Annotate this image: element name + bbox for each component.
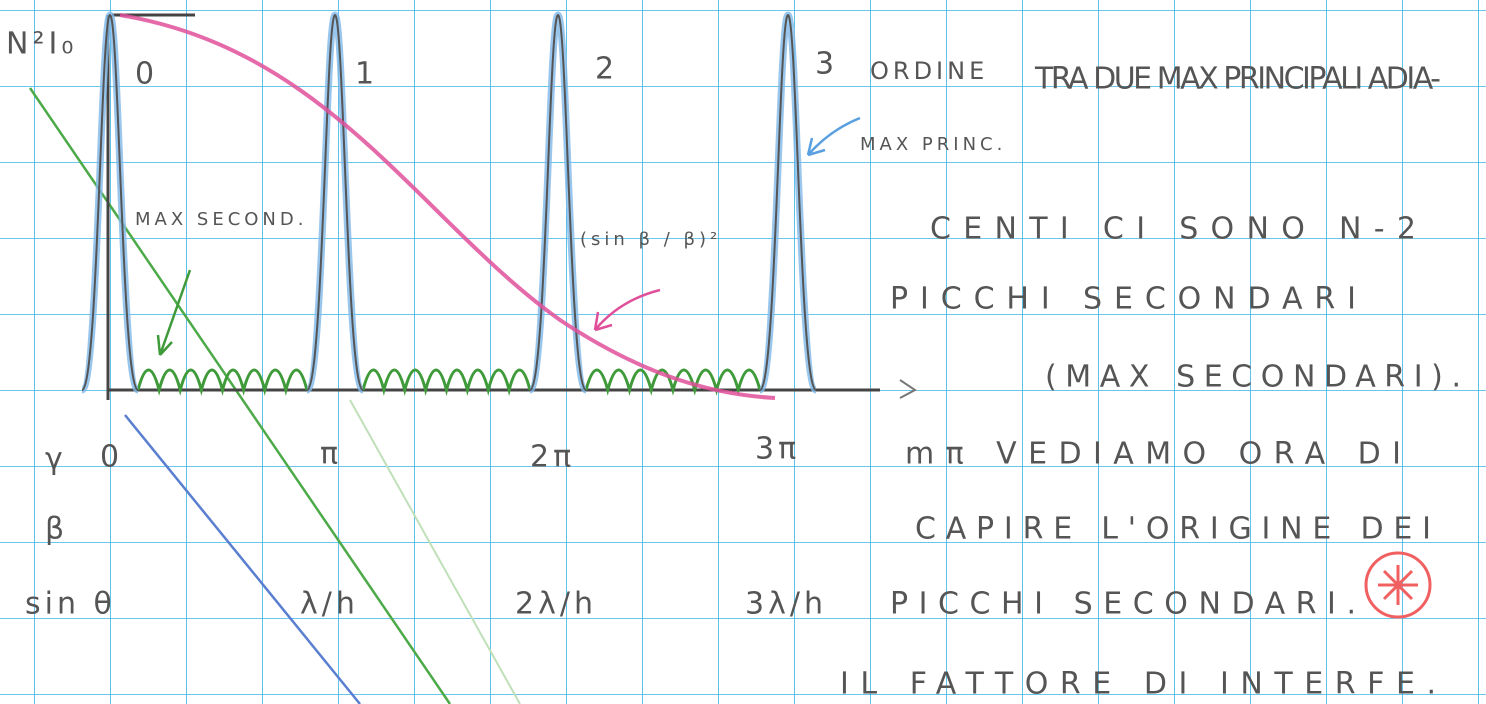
page: N²I₀ 0 1 2 3 MAX SECOND. (sin β / β)² OR… xyxy=(0,0,1486,704)
order-label: 0 xyxy=(135,57,158,92)
note-line: (MAX SECONDARI). xyxy=(1045,360,1465,395)
row-label: sin θ xyxy=(25,587,116,622)
notebook-page: N²I₀ 0 1 2 3 MAX SECOND. (sin β / β)² OR… xyxy=(0,0,1486,704)
tick-label: 0 xyxy=(100,440,123,475)
note-line: PICCHI SECONDARI xyxy=(890,282,1360,317)
tick-label: λ/h xyxy=(300,587,359,622)
grid-paper xyxy=(0,0,1486,704)
annotation: MAX SECOND. xyxy=(135,209,307,230)
row-label: β xyxy=(45,512,68,547)
row-label: γ xyxy=(45,442,67,477)
order-label: 1 xyxy=(355,57,378,92)
tick-label: π xyxy=(320,437,342,472)
tick-label: 2λ/h xyxy=(515,587,597,622)
annotation: MAX PRINC. xyxy=(860,134,1006,155)
order-label: 2 xyxy=(595,52,618,87)
tick-label: 2π xyxy=(530,440,575,475)
order-label: 3 xyxy=(815,47,838,82)
y-label: N²I₀ xyxy=(6,27,77,62)
annotation: (sin β / β)² xyxy=(580,229,721,250)
annotation: ORDINE xyxy=(870,57,988,85)
star-mark xyxy=(1378,565,1418,605)
tick-label: 3π xyxy=(755,432,800,467)
note-line: TRA DUE MAX PRINCIPALI ADIA- xyxy=(1034,62,1445,97)
tick-label: 3λ/h xyxy=(745,587,827,622)
